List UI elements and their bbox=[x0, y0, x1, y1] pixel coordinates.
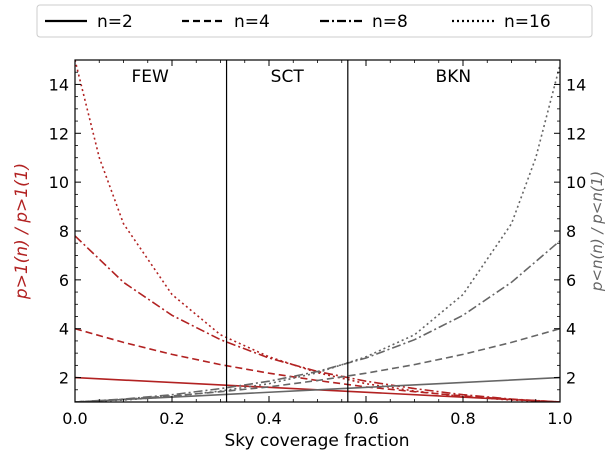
series-line-left-n4 bbox=[75, 327, 560, 402]
series-group bbox=[75, 60, 560, 402]
y-axis-label-left: p>1(n) / p>1(1) bbox=[12, 163, 32, 300]
legend-label-n2: n=2 bbox=[97, 12, 133, 32]
series-line-right-n4 bbox=[75, 327, 560, 402]
y-tick-label-left: 6 bbox=[59, 271, 69, 290]
x-tick-label: 0.0 bbox=[62, 409, 87, 428]
plot-area: FEW SCT BKN bbox=[75, 60, 560, 402]
x-tick-label: 0.6 bbox=[353, 409, 378, 428]
region-label-bkn: BKN bbox=[436, 67, 472, 87]
y-axis-label-right: p<n(n) / p<n(1) bbox=[588, 171, 606, 292]
legend-label-n4: n=4 bbox=[234, 12, 270, 32]
x-tick-label: 0.2 bbox=[159, 409, 184, 428]
series-line-right-n16 bbox=[75, 64, 560, 402]
x-tick-label: 0.4 bbox=[256, 409, 281, 428]
y-tick-label-right: 12 bbox=[566, 124, 586, 143]
region-label-sct: SCT bbox=[271, 67, 305, 87]
series-line-left-n16 bbox=[75, 60, 560, 402]
axes: 0.0 0.2 0.4 0.6 0.8 1.0 2 2 4 4 6 6 8 8 10 10 12 12 14 14 p>… bbox=[12, 59, 606, 428]
y-tick-label-left: 12 bbox=[49, 124, 69, 143]
legend: n=2 n=4 n=8 n=16 bbox=[36, 4, 593, 38]
legend-label-n8: n=8 bbox=[372, 12, 408, 32]
x-tick-label: 1.0 bbox=[547, 409, 572, 428]
series-line-right-n8 bbox=[75, 240, 560, 402]
y-tick-label-right: 10 bbox=[566, 173, 586, 192]
series-line-left-n8 bbox=[75, 235, 560, 402]
y-tick-label-right: 2 bbox=[566, 369, 576, 388]
y-tick-label-right: 4 bbox=[566, 320, 576, 339]
x-tick-label: 0.8 bbox=[450, 409, 475, 428]
y-tick-label-right: 6 bbox=[566, 271, 576, 290]
legend-label-n16: n=16 bbox=[504, 12, 551, 32]
y-tick-label-left: 14 bbox=[49, 75, 69, 94]
region-label-few: FEW bbox=[132, 67, 170, 87]
y-tick-label-left: 10 bbox=[49, 173, 69, 192]
y-tick-label-right: 8 bbox=[566, 222, 576, 241]
y-tick-label-left: 8 bbox=[59, 222, 69, 241]
y-tick-label-right: 14 bbox=[566, 75, 586, 94]
x-axis-label: Sky coverage fraction bbox=[224, 431, 409, 451]
y-tick-label-left: 2 bbox=[59, 369, 69, 388]
plot-frame bbox=[74, 59, 561, 403]
legend-box bbox=[36, 4, 593, 38]
y-tick-label-left: 4 bbox=[59, 320, 69, 339]
